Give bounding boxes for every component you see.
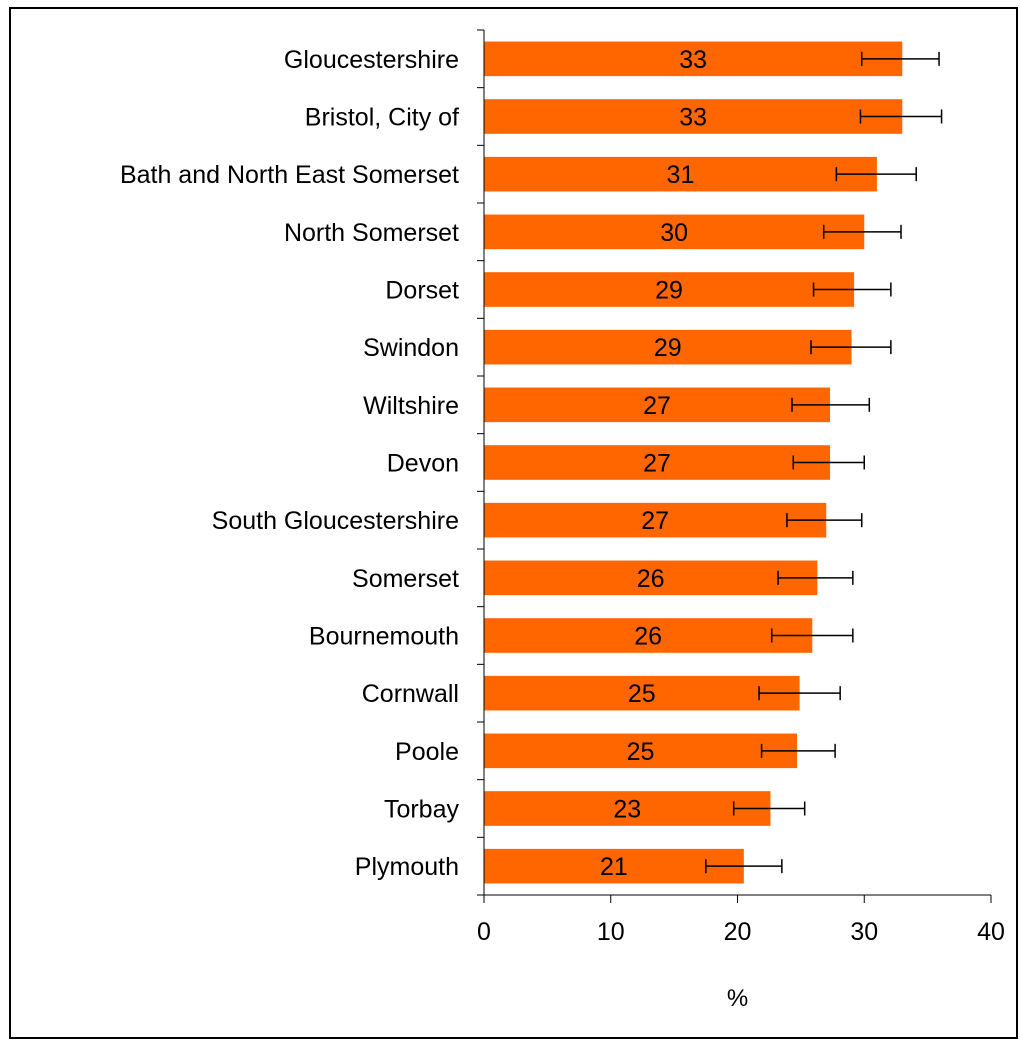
category-label: Poole <box>395 738 459 766</box>
bar-0 <box>484 41 903 77</box>
category-label: Devon <box>387 450 459 478</box>
bar-10 <box>484 618 813 653</box>
bar-2 <box>484 156 877 192</box>
x-tick-label: 40 <box>977 918 1005 946</box>
x-tick-label: 10 <box>597 918 625 946</box>
bar-4 <box>484 272 855 307</box>
data-label: 26 <box>637 565 665 593</box>
data-label: 27 <box>643 450 671 478</box>
bar-7 <box>484 445 831 480</box>
bar-3 <box>484 214 865 250</box>
bar-9 <box>484 560 818 596</box>
x-tick-label: 20 <box>724 918 752 946</box>
bar-chart: 33 Gloucestershire 33 Bristol, City of 31 Bat… <box>120 29 1005 1012</box>
chart-frame: 33 Gloucestershire 33 Bristol, City of 31 Bat… <box>9 7 1018 1039</box>
category-label: Bristol, City of <box>305 104 459 132</box>
category-label: Somerset <box>352 565 459 593</box>
bar-6 <box>484 387 831 423</box>
data-label: 27 <box>643 392 671 420</box>
category-label: North Somerset <box>284 219 459 247</box>
category-label: Dorset <box>385 277 459 305</box>
bar-8 <box>484 502 827 538</box>
x-tick-label: 30 <box>850 918 878 946</box>
category-label: South Gloucestershire <box>212 507 459 535</box>
data-label: 33 <box>679 104 707 132</box>
category-label: Bournemouth <box>309 623 459 651</box>
category-label: Bath and North East Somerset <box>120 161 459 189</box>
data-label: 30 <box>660 219 688 247</box>
bars-layer <box>484 41 943 884</box>
category-label: Cornwall <box>362 680 459 708</box>
bar-14 <box>484 848 744 884</box>
data-label: 25 <box>627 738 655 766</box>
axes-layer <box>477 29 992 903</box>
data-label: 29 <box>655 277 683 305</box>
data-label: 21 <box>600 853 628 881</box>
data-label: 26 <box>634 623 662 651</box>
data-label: 27 <box>641 507 669 535</box>
category-label: Plymouth <box>355 853 459 881</box>
bar-11 <box>484 675 800 711</box>
labels-layer: 33 Gloucestershire 33 Bristol, City of 31 Bat… <box>120 46 1005 946</box>
data-label: 25 <box>628 680 656 708</box>
bar-12 <box>484 733 798 769</box>
bar-1 <box>484 99 903 134</box>
category-label: Torbay <box>384 796 460 824</box>
x-tick-label: 0 <box>477 918 491 946</box>
bar-13 <box>484 791 771 826</box>
data-label: 33 <box>679 46 707 74</box>
data-label: 23 <box>613 796 641 824</box>
data-label: 31 <box>667 161 695 189</box>
category-label: Wiltshire <box>363 392 459 420</box>
x-axis-title: % <box>727 985 748 1012</box>
category-label: Gloucestershire <box>284 46 459 74</box>
data-label: 29 <box>654 334 682 362</box>
category-label: Swindon <box>363 334 459 362</box>
bar-5 <box>484 329 852 365</box>
